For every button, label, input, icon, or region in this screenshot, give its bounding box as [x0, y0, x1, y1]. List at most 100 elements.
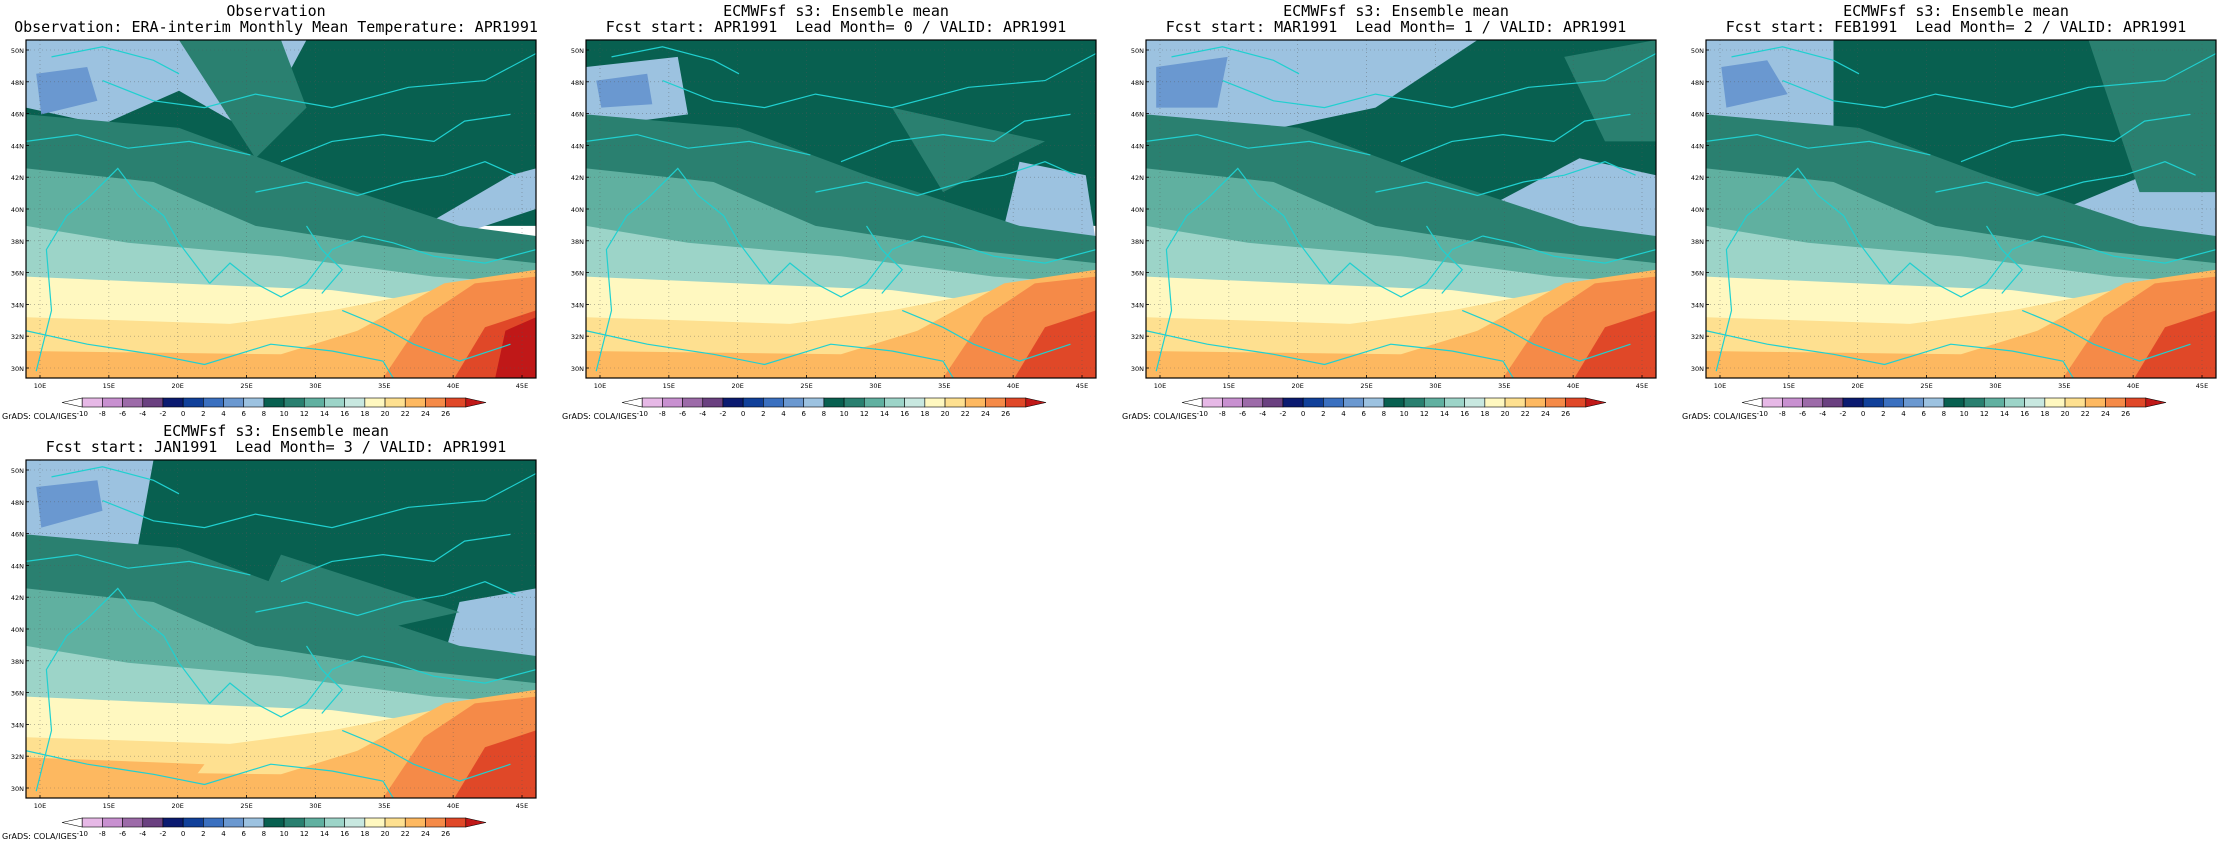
colorbar: -10 -8 -6 -4 -2 0 2 4 6 8 10 12 14 16 18 20 22 24 26	[61, 397, 487, 418]
coastline	[86, 167, 211, 284]
colorbar-label: 8	[262, 830, 266, 838]
colorbar-label: 24	[1541, 410, 1550, 418]
lat-tick-label: 48N	[11, 79, 24, 87]
lon-tick-label: 25E	[800, 382, 812, 390]
colorbar-label: -6	[119, 410, 127, 418]
lon-tick-label: 40E	[2127, 382, 2139, 390]
temperature-region	[36, 480, 103, 528]
lat-tick-label: 30N	[571, 365, 584, 373]
colorbar-label: -2	[159, 830, 166, 838]
colorbar-swatch	[324, 817, 345, 828]
colorbar-label: 6	[1921, 410, 1926, 418]
lat-tick-label: 44N	[1131, 142, 1144, 150]
colorbar: -10 -8 -6 -4 -2 0 2 4 6 8 10 12 14 16 18 20 22 24 26	[1181, 397, 1607, 418]
lon-tick-label: 10E	[34, 382, 46, 390]
map-plot: 50N 48N 46N 44N 42N 40N 38N 36N 34N 32N 30N 10E 15E 2…	[1131, 39, 1657, 418]
lon-tick-label: 15E	[663, 382, 675, 390]
colorbar-label: 4	[1901, 410, 1906, 418]
map-plot: 50N 48N 46N 44N 42N 40N 38N 36N 34N 32N 30N 10E 15E 2…	[11, 39, 537, 418]
coastline	[1889, 235, 2043, 298]
colorbar-label: 12	[300, 830, 309, 838]
lon-tick-label: 10E	[1154, 382, 1166, 390]
temperature-region	[2088, 40, 2216, 193]
grads-credit: GrADS: COLA/IGES	[1122, 412, 1197, 421]
colorbar-label: -2	[1279, 410, 1286, 418]
lat-tick-label: 42N	[571, 174, 584, 182]
lat-tick-label: 34N	[571, 301, 584, 309]
lat-tick-label: 44N	[11, 562, 24, 570]
colorbar-label: 0	[181, 410, 185, 418]
colorbar-swatch	[884, 397, 905, 408]
colorbar-label: 14	[880, 410, 889, 418]
coastline	[1706, 330, 2074, 378]
map-panel: Observation Observation: ERA-interim Mont…	[0, 0, 552, 421]
colorbar-swatch	[1323, 397, 1344, 408]
lon-tick-label: 15E	[1223, 382, 1235, 390]
lon-tick-label: 10E	[34, 802, 46, 810]
colorbar-label: -10	[76, 410, 87, 418]
colorbar-label: 16	[900, 410, 909, 418]
colorbar-swatch	[641, 397, 663, 408]
colorbar-label: 20	[381, 830, 390, 838]
colorbar-swatch	[425, 397, 446, 408]
coastline	[1960, 113, 2191, 163]
colorbar-label: 0	[741, 410, 745, 418]
colorbar: -10 -8 -6 -4 -2 0 2 4 6 8 10 12 14 16 18 20 22 24 26	[1741, 397, 2167, 418]
colorbar-label: -6	[1239, 410, 1247, 418]
lon-tick-label: 45E	[516, 382, 528, 390]
coastline	[1222, 52, 1656, 109]
colorbar-swatch	[364, 397, 386, 408]
colorbar-swatch	[344, 817, 366, 828]
panel-title: ECMWFsf s3: Ensemble mean	[1843, 2, 2069, 20]
coastline	[102, 52, 536, 109]
colorbar-swatch	[722, 397, 744, 408]
lat-tick-label: 34N	[11, 301, 24, 309]
lat-tick-label: 32N	[11, 333, 24, 341]
colorbar-label: 2	[201, 830, 205, 838]
lon-tick-label: 45E	[1636, 382, 1648, 390]
colorbar-label: 16	[1460, 410, 1469, 418]
coastline	[35, 618, 88, 792]
lat-tick-label: 46N	[11, 111, 24, 119]
coastline	[1482, 235, 1656, 264]
coastline	[1146, 330, 1514, 378]
colorbar-label: 0	[1861, 410, 1865, 418]
colorbar-swatch	[1025, 397, 1047, 408]
coastline	[2021, 309, 2191, 362]
colorbar-label: -4	[1259, 410, 1267, 418]
coastline	[1461, 309, 1631, 362]
colorbar-label: 22	[401, 410, 410, 418]
coastline	[586, 330, 954, 378]
lat-tick-label: 46N	[1691, 111, 1704, 119]
coastline	[305, 225, 344, 294]
coastline	[1731, 46, 1860, 75]
colorbar-label: 24	[981, 410, 990, 418]
colorbar-swatch	[102, 817, 123, 828]
lat-tick-label: 40N	[1131, 206, 1144, 214]
colorbar-label: -10	[76, 830, 87, 838]
lat-tick-label: 44N	[1691, 142, 1704, 150]
lat-tick-label: 44N	[11, 142, 24, 150]
lat-tick-label: 48N	[11, 499, 24, 507]
lat-tick-label: 40N	[1691, 206, 1704, 214]
map-plot: 50N 48N 46N 44N 42N 40N 38N 36N 34N 32N 30N 10E 15E 2…	[571, 39, 1097, 418]
lon-tick-label: 40E	[447, 802, 459, 810]
colorbar-label: 6	[241, 830, 246, 838]
temperature-region	[454, 730, 536, 798]
colorbar-swatch	[621, 397, 643, 408]
coastline	[341, 309, 511, 362]
colorbar-swatch	[1943, 397, 1965, 408]
coastline	[1706, 133, 1931, 156]
colorbar-swatch	[81, 817, 103, 828]
temperature-region	[596, 73, 653, 108]
colorbar-label: -8	[659, 410, 666, 418]
map-panel: ECMWFsf s3: Ensemble mean Fcst start: MAR…	[1120, 0, 1672, 421]
colorbar-swatch	[1862, 397, 1884, 408]
lon-tick-label: 35E	[1498, 382, 1510, 390]
colorbar-label: -2	[1839, 410, 1846, 418]
colorbar-swatch	[182, 397, 204, 408]
lat-tick-label: 50N	[11, 47, 24, 55]
coastline	[1375, 161, 1636, 197]
coastline	[769, 235, 923, 298]
colorbar-swatch	[324, 397, 345, 408]
